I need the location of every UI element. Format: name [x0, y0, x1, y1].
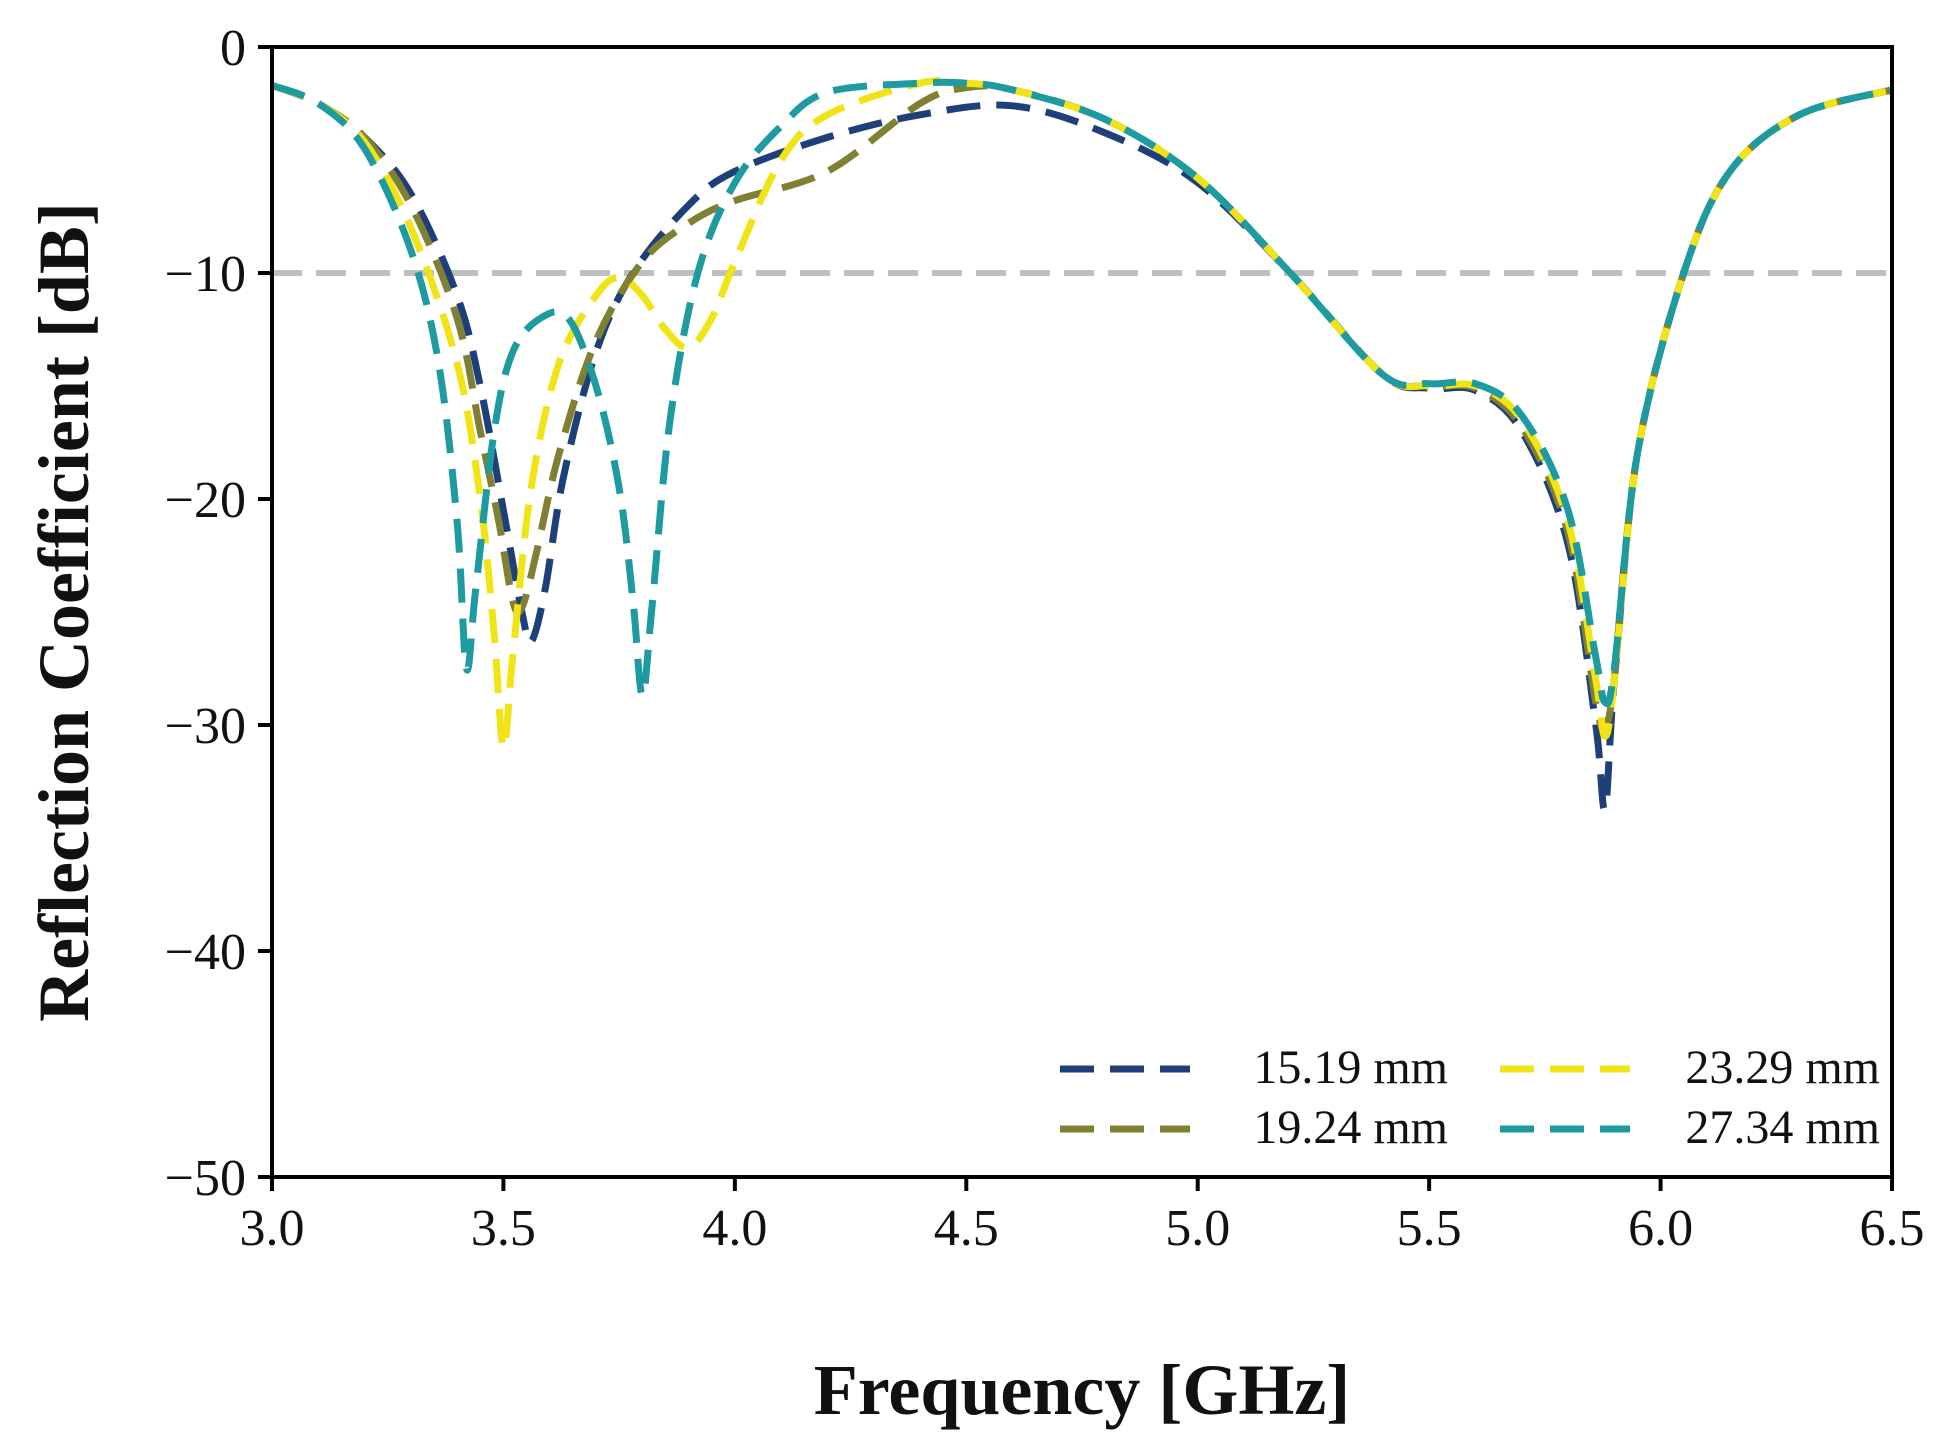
- x-tick-label: 3.0: [240, 1200, 305, 1257]
- series-line-3: [270, 77, 1893, 752]
- x-tick-label: 6.0: [1628, 1200, 1693, 1257]
- plot-frame: [270, 45, 1894, 1179]
- series-line-4: [270, 78, 1893, 708]
- x-axis-title: Frequency [GHz]: [814, 1350, 1351, 1430]
- series-layer: [270, 77, 1893, 813]
- x-tick-label: 5.0: [1165, 1200, 1230, 1257]
- x-tick-label: 4.5: [934, 1200, 999, 1257]
- y-tick-label: 0: [220, 20, 246, 77]
- x-tick-label: 3.5: [471, 1200, 536, 1257]
- y-tick-label: −50: [165, 1150, 246, 1207]
- legend-label-2: 19.24 mm: [1253, 1101, 1448, 1154]
- y-axis-title: Reflection Coefficient [dB]: [24, 202, 104, 1022]
- x-tick-label: 5.5: [1397, 1200, 1462, 1257]
- y-tick-label: −30: [165, 698, 246, 755]
- y-tick-label: −40: [165, 924, 246, 981]
- legend-label-3: 23.29 mm: [1685, 1041, 1880, 1094]
- legend-label-4: 27.34 mm: [1685, 1101, 1880, 1154]
- tick-layer: 3.0 3.5 4.0 4.5 5.0 5.5 6.0 6.5 0 −10 −20 −30 −40 −50: [165, 20, 1925, 1257]
- x-tick-label: 4.0: [702, 1200, 767, 1257]
- legend: 15.19 mm 19.24 mm 23.29 mm 27.34 mm: [1060, 1041, 1880, 1154]
- y-tick-label: −10: [165, 246, 246, 303]
- x-tick-label: 6.5: [1860, 1200, 1925, 1257]
- legend-label-1: 15.19 mm: [1253, 1041, 1448, 1094]
- y-tick-label: −20: [165, 472, 246, 529]
